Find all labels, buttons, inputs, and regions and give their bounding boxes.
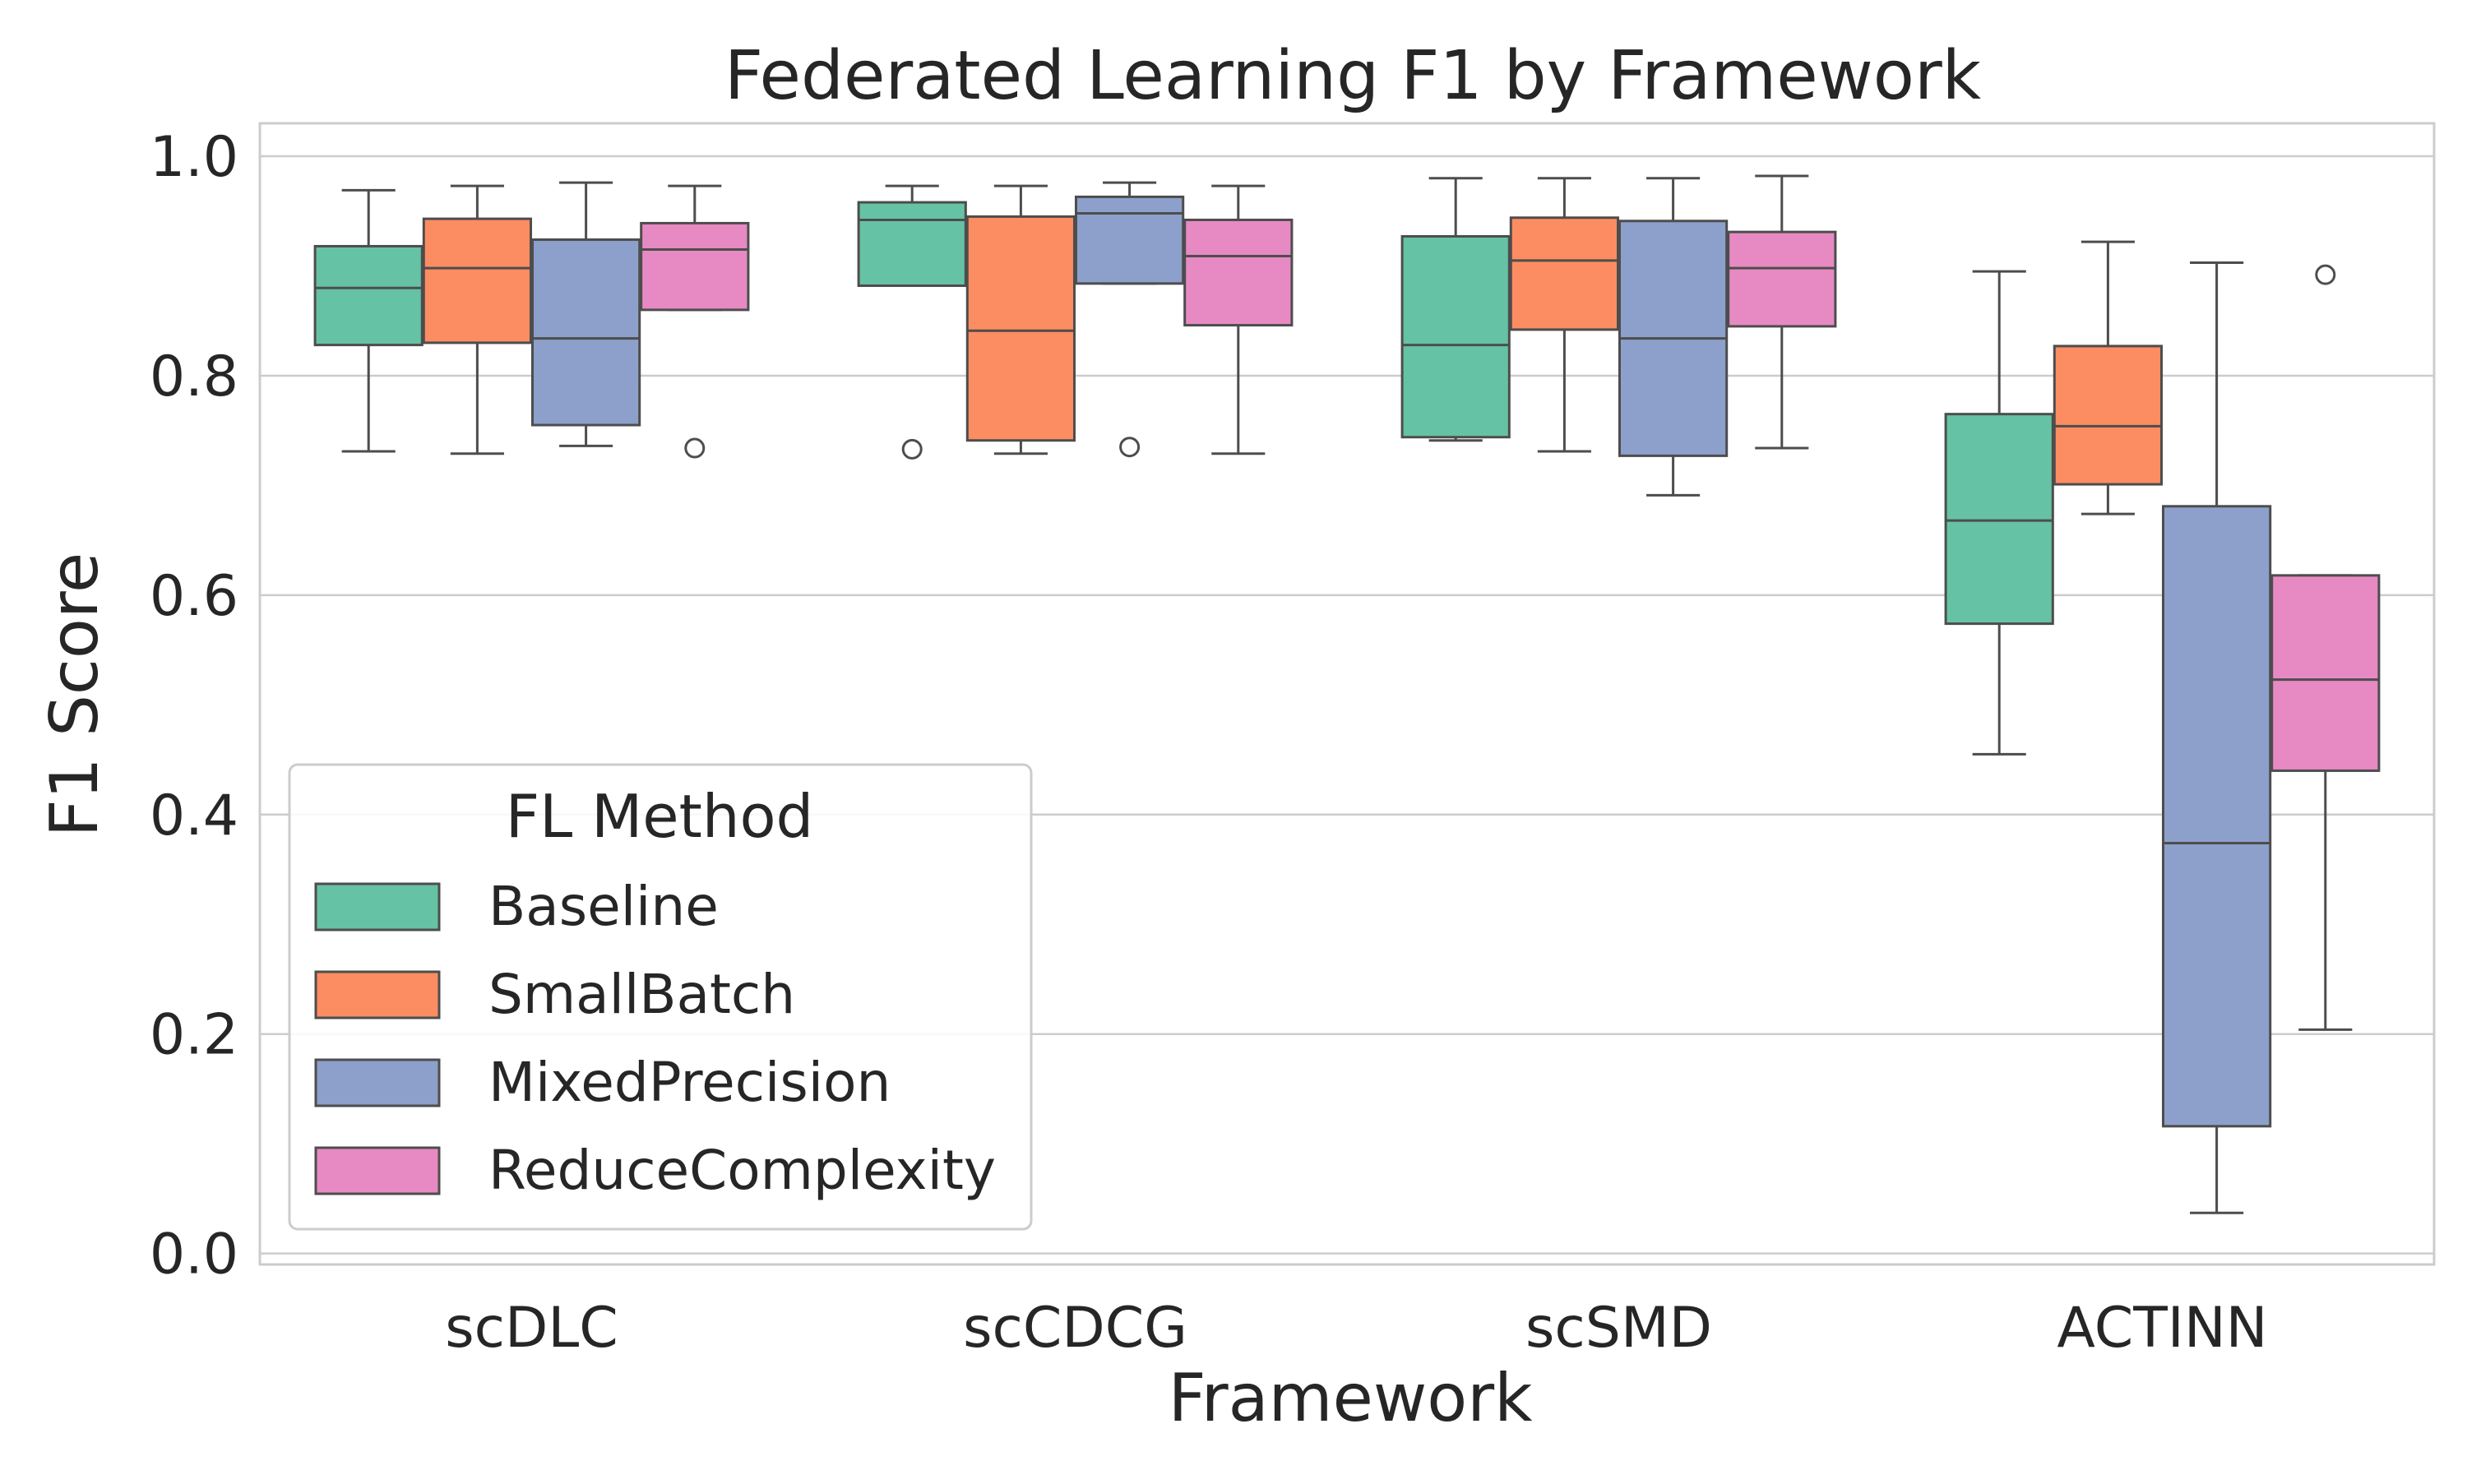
- legend-label: SmallBatch: [488, 963, 795, 1026]
- legend-swatch: [314, 1146, 441, 1195]
- box-mixedprecision-scdlc: [530, 181, 641, 447]
- legend-item-reducecomplexity: ReduceComplexity: [314, 1139, 996, 1202]
- box-reducecomplexity-sccdcg: [1183, 184, 1294, 455]
- x-axis-label: Framework: [1169, 1360, 1534, 1436]
- legend-label: MixedPrecision: [488, 1051, 891, 1114]
- box-iqr: [530, 238, 641, 427]
- box-smallbatch-scdlc: [422, 184, 533, 455]
- box-mixedprecision-sccdcg: [1074, 181, 1185, 458]
- box-iqr: [1727, 230, 1837, 328]
- box-iqr: [2053, 344, 2164, 486]
- chart-title: Federated Learning F1 by Framework: [724, 37, 1982, 115]
- box-iqr: [1183, 218, 1294, 327]
- box-reducecomplexity-scsmd: [1727, 174, 1837, 450]
- box-iqr: [422, 217, 533, 344]
- legend-label: Baseline: [488, 875, 719, 938]
- outlier-point: [2315, 264, 2336, 285]
- legend-item-baseline: Baseline: [314, 875, 719, 938]
- outlier-point: [684, 437, 706, 459]
- box-reducecomplexity-scdlc: [640, 184, 750, 459]
- legend-item-mixedprecision: MixedPrecision: [314, 1051, 891, 1114]
- box-iqr: [640, 221, 750, 312]
- x-tick-label: scCDCG: [963, 1296, 1187, 1361]
- box-mixedprecision-actinn: [2161, 261, 2272, 1214]
- box-iqr: [1944, 413, 2054, 626]
- y-tick-label: 0.0: [150, 1223, 238, 1288]
- outlier-point: [1119, 437, 1141, 458]
- outlier-point: [901, 438, 923, 460]
- x-tick-label: scSMD: [1525, 1296, 1712, 1361]
- y-tick-label: 0.6: [150, 564, 238, 629]
- plot-frame: [258, 122, 2436, 1266]
- x-tick-label: ACTINN: [2057, 1296, 2267, 1361]
- box-smallbatch-scsmd: [1509, 177, 1620, 453]
- legend-swatch: [314, 882, 441, 932]
- box-mixedprecision-scsmd: [1618, 177, 1729, 497]
- y-axis-label: F1 Score: [36, 552, 113, 837]
- legend-label: ReduceComplexity: [488, 1139, 996, 1202]
- box-iqr: [965, 215, 1076, 442]
- legend-swatch: [314, 970, 441, 1019]
- box-baseline-sccdcg: [857, 184, 967, 460]
- axis-layer: 0.0 0.2 0.4 0.6 0.8 1.0 scDLC scCDCG scSMD ACTINN: [150, 125, 2268, 1361]
- box-reducecomplexity-actinn: [2270, 264, 2381, 1031]
- legend-swatch: [314, 1058, 441, 1107]
- legend-item-smallbatch: SmallBatch: [314, 963, 795, 1026]
- legend-title: FL Method: [506, 782, 813, 851]
- box-layer: [313, 174, 2381, 1214]
- box-baseline-scdlc: [313, 188, 424, 453]
- box-iqr: [2161, 505, 2272, 1128]
- y-tick-label: 0.4: [150, 784, 238, 848]
- legend: FL Method Baseline SmallBatch MixedPrecisio…: [288, 763, 1033, 1231]
- box-iqr: [1400, 234, 1511, 439]
- box-smallbatch-sccdcg: [965, 184, 1076, 455]
- box-baseline-actinn: [1944, 270, 2054, 756]
- x-tick-label: scDLC: [445, 1296, 618, 1361]
- box-baseline-scsmd: [1400, 177, 1511, 442]
- box-iqr: [313, 244, 424, 347]
- y-tick-label: 0.8: [150, 344, 238, 409]
- y-tick-label: 1.0: [150, 125, 238, 190]
- box-iqr: [1509, 216, 1620, 331]
- y-tick-label: 0.2: [150, 1003, 238, 1068]
- legend-box: [288, 763, 1033, 1231]
- box-smallbatch-actinn: [2053, 240, 2164, 515]
- box-iqr: [1074, 195, 1185, 285]
- box-iqr: [2270, 574, 2381, 772]
- box-iqr: [857, 201, 967, 288]
